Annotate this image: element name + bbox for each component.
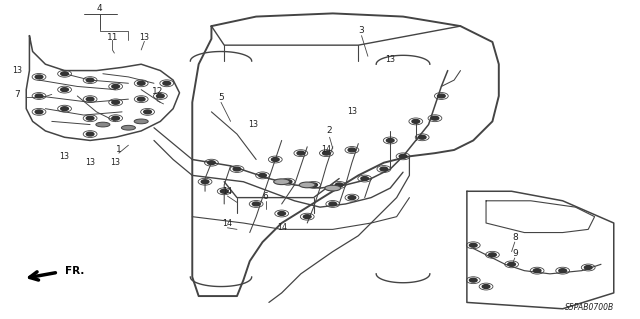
Circle shape — [112, 100, 120, 104]
Ellipse shape — [300, 182, 316, 188]
Text: 3: 3 — [358, 26, 364, 35]
Circle shape — [233, 167, 241, 171]
Circle shape — [86, 116, 94, 120]
Circle shape — [508, 263, 515, 266]
Text: 13: 13 — [385, 55, 396, 64]
Circle shape — [157, 94, 164, 98]
Ellipse shape — [324, 185, 340, 191]
Text: 13: 13 — [111, 158, 121, 167]
Circle shape — [35, 75, 43, 79]
Text: 7: 7 — [14, 90, 20, 99]
Circle shape — [431, 116, 439, 120]
Circle shape — [163, 81, 171, 85]
Text: 5: 5 — [218, 93, 224, 102]
Circle shape — [584, 266, 592, 269]
Ellipse shape — [134, 119, 148, 124]
Circle shape — [412, 120, 420, 123]
Text: 14: 14 — [321, 145, 332, 154]
Circle shape — [61, 88, 68, 92]
Text: FR.: FR. — [65, 266, 84, 276]
Text: 6: 6 — [263, 191, 269, 201]
Circle shape — [559, 269, 566, 272]
Ellipse shape — [274, 179, 290, 185]
Circle shape — [482, 285, 490, 288]
Circle shape — [61, 107, 68, 111]
Text: 2: 2 — [327, 126, 332, 135]
Text: 13: 13 — [347, 108, 357, 116]
Circle shape — [387, 138, 394, 142]
Text: 13: 13 — [248, 120, 258, 129]
Text: 13: 13 — [12, 66, 22, 75]
Circle shape — [323, 151, 330, 155]
Circle shape — [201, 180, 209, 184]
Text: 14: 14 — [223, 187, 232, 196]
Text: 14: 14 — [223, 219, 232, 227]
Circle shape — [86, 97, 94, 101]
Circle shape — [35, 94, 43, 98]
Text: 13: 13 — [85, 158, 95, 167]
Text: 1: 1 — [116, 145, 122, 154]
Circle shape — [144, 110, 152, 114]
Circle shape — [86, 78, 94, 82]
Circle shape — [419, 135, 426, 139]
Circle shape — [86, 132, 94, 136]
Circle shape — [138, 97, 145, 101]
Circle shape — [469, 278, 477, 282]
Text: 13: 13 — [140, 33, 149, 42]
Ellipse shape — [96, 122, 110, 127]
Circle shape — [399, 154, 407, 158]
Circle shape — [271, 158, 279, 161]
Circle shape — [438, 94, 445, 98]
Circle shape — [278, 211, 285, 215]
Circle shape — [252, 202, 260, 206]
Text: 14: 14 — [276, 223, 287, 232]
Circle shape — [259, 174, 266, 177]
Circle shape — [220, 189, 228, 193]
Text: 13: 13 — [60, 152, 70, 161]
Circle shape — [469, 243, 477, 247]
Circle shape — [310, 183, 317, 187]
Circle shape — [112, 85, 120, 88]
Ellipse shape — [122, 125, 136, 130]
Circle shape — [329, 202, 337, 206]
Circle shape — [380, 167, 388, 171]
Text: S5PAB0700B: S5PAB0700B — [564, 303, 614, 312]
Circle shape — [348, 196, 356, 199]
Circle shape — [284, 180, 292, 184]
Circle shape — [297, 151, 305, 155]
Text: 9: 9 — [512, 249, 518, 258]
Circle shape — [61, 72, 68, 76]
Circle shape — [207, 161, 215, 165]
Circle shape — [335, 183, 343, 187]
Circle shape — [138, 81, 145, 85]
Circle shape — [303, 215, 311, 219]
Text: 11: 11 — [107, 33, 118, 42]
Circle shape — [35, 110, 43, 114]
Circle shape — [348, 148, 356, 152]
Circle shape — [533, 269, 541, 272]
Text: 8: 8 — [512, 233, 518, 242]
Text: 4: 4 — [97, 4, 102, 13]
Circle shape — [112, 116, 120, 120]
Circle shape — [361, 177, 369, 181]
Circle shape — [488, 253, 496, 257]
Text: 12: 12 — [152, 87, 163, 96]
